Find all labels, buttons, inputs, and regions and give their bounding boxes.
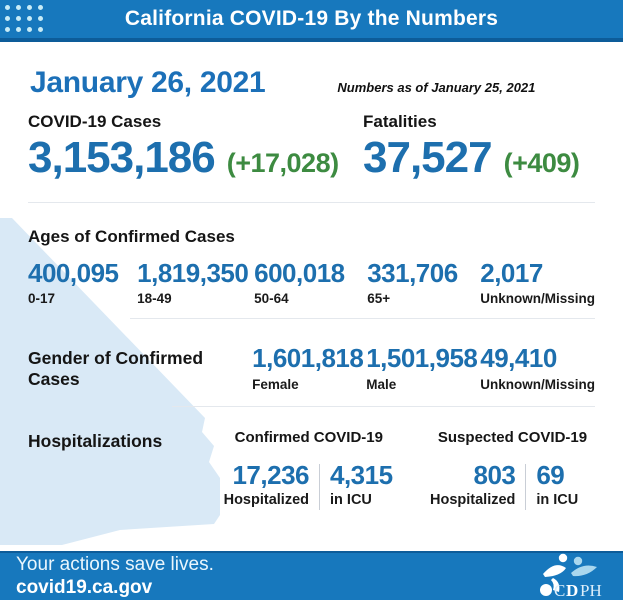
footer-tagline: Your actions save lives. (16, 554, 214, 576)
gender-value: 1,501,958 (366, 343, 478, 374)
confirmed-hospitalized-stat: 17,236 Hospitalized (223, 459, 310, 508)
stat-value: 17,236 (232, 459, 309, 490)
suspected-hospitalized-stat: 803 Hospitalized (430, 459, 516, 508)
fatalities-value: 37,527 (363, 133, 493, 182)
age-label: 65+ (367, 291, 391, 307)
age-group-unknown: 2,017 Unknown/Missing (480, 258, 595, 307)
section-divider (172, 405, 595, 407)
stat-label: in ICU (536, 491, 579, 508)
hospitalizations-label: Hospitalizations (28, 430, 163, 451)
footer-bar: Your actions save lives. covid19.ca.gov … (0, 551, 623, 600)
vertical-divider (319, 463, 320, 510)
gender-value: 1,601,818 (252, 343, 364, 374)
suspected-icu-stat: 69 in ICU (536, 459, 595, 508)
confirmed-covid-group: Confirmed COVID-19 17,236 Hospitalized 4… (224, 429, 394, 510)
confirmed-icu-stat: 4,315 in ICU (330, 459, 394, 508)
age-group-0-17: 400,095 0-17 (28, 258, 137, 307)
stat-label: Hospitalized (223, 491, 309, 508)
suspected-header: Suspected COVID-19 (437, 428, 588, 446)
as-of-note: Numbers as of January 25, 2021 (337, 80, 536, 95)
cdph-logo: C D PH (540, 553, 602, 598)
gender-section: Gender of Confirmed Cases 1,601,818 Fema… (0, 319, 623, 391)
gender-label-text: Unknown/Missing (480, 376, 595, 392)
fatalities-delta: (+409) (503, 148, 580, 178)
report-date: January 26, 2021 (30, 66, 266, 99)
fatalities-total-block: Fatalities 37,527 (+409) (363, 112, 595, 180)
header-bar: California COVID-19 By the Numbers (0, 0, 623, 42)
gender-group-male: 1,501,958 Male (366, 343, 480, 392)
ages-section-label: Ages of Confirmed Cases (28, 227, 235, 246)
age-label: 50-64 (254, 291, 289, 307)
date-row: January 26, 2021 Numbers as of January 2… (0, 42, 623, 100)
age-group-50-64: 600,018 50-64 (254, 258, 367, 307)
stat-value: 69 (536, 459, 565, 490)
age-group-65-plus: 331,706 65+ (367, 258, 480, 307)
gender-label-text: Male (366, 376, 397, 392)
stat-value: 4,315 (330, 459, 393, 490)
hospitalizations-section: Hospitalizations Confirmed COVID-19 17,2… (0, 407, 623, 510)
california-silhouette (0, 218, 220, 545)
svg-text:PH: PH (580, 581, 602, 598)
svg-text:D: D (566, 581, 578, 598)
fatalities-label: Fatalities (363, 112, 437, 131)
age-label: 0-17 (28, 291, 56, 307)
gender-value: 49,410 (480, 343, 557, 374)
cases-total-block: COVID-19 Cases 3,153,186 (+17,028) (28, 112, 363, 180)
dots-decoration (5, 5, 43, 32)
svg-text:C: C (554, 581, 565, 598)
footer-url-link[interactable]: covid19.ca.gov (16, 576, 153, 598)
section-divider (130, 318, 595, 320)
stat-label: Hospitalized (430, 491, 516, 508)
confirmed-header: Confirmed COVID-19 (234, 428, 383, 446)
ages-section: Ages of Confirmed Cases 400,095 0-17 1,8… (0, 203, 623, 306)
age-value: 2,017 (480, 258, 543, 288)
cases-label: COVID-19 Cases (28, 112, 162, 131)
stat-label: in ICU (330, 491, 372, 508)
age-label: 18-49 (137, 291, 172, 307)
page-title: California COVID-19 By the Numbers (124, 7, 499, 30)
gender-group-unknown: 49,410 Unknown/Missing (480, 343, 595, 392)
cases-delta: (+17,028) (226, 148, 339, 178)
age-group-18-49: 1,819,350 18-49 (137, 258, 254, 307)
gender-label-text: Female (252, 376, 299, 392)
gender-section-label: Gender of Confirmed Cases (28, 348, 204, 390)
vertical-divider (525, 463, 527, 510)
totals-row: COVID-19 Cases 3,153,186 (+17,028) Fatal… (0, 100, 623, 180)
cases-value: 3,153,186 (28, 133, 216, 182)
section-divider (28, 202, 595, 203)
age-label: Unknown/Missing (480, 291, 595, 307)
age-value: 1,819,350 (137, 258, 249, 288)
gender-group-female: 1,601,818 Female (252, 343, 366, 392)
age-value: 600,018 (254, 258, 345, 288)
age-value: 331,706 (367, 258, 458, 288)
stat-value: 803 (473, 459, 516, 490)
suspected-covid-group: Suspected COVID-19 803 Hospitalized 69 i… (430, 429, 595, 510)
age-value: 400,095 (28, 258, 119, 288)
